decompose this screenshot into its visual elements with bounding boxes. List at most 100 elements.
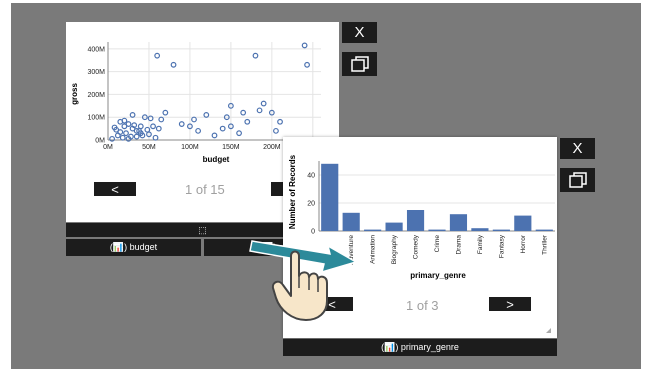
x-encoding-field[interactable]: (📊) primary_genre [283, 339, 557, 356]
x-encoding-label: (📊) primary_genre [381, 342, 459, 352]
x-tick-label: Crime [434, 235, 441, 253]
close-button[interactable]: X [342, 22, 377, 43]
x-tick-label: Horror [520, 234, 527, 253]
scatter-point [125, 135, 132, 142]
y-tick-label: 200M [87, 92, 105, 99]
scatter-point [244, 118, 251, 125]
scatter-point [125, 121, 132, 127]
x-tick-label: 200M [263, 144, 281, 151]
scatter-point [236, 130, 242, 137]
scatter-point [137, 123, 144, 130]
x-tick-label: 0M [103, 144, 113, 151]
scatter-point [187, 123, 193, 130]
scatter-point [191, 116, 197, 123]
scatter-point [268, 109, 275, 116]
scatter-point [170, 61, 177, 68]
next-page-button[interactable]: > [489, 297, 531, 312]
scatter-point [141, 114, 148, 121]
scatter-point [133, 127, 140, 134]
scatter-point [260, 100, 267, 107]
bar [428, 229, 446, 231]
scatter-point [147, 115, 154, 122]
duplicate-icon [350, 56, 369, 72]
x-tick-label: Family [477, 234, 484, 254]
x-tick-label: Comedy [413, 234, 420, 259]
scatter-point [154, 52, 161, 59]
bar [321, 163, 339, 231]
duplicate-button[interactable] [342, 52, 377, 76]
scatter-chart: 0M 50M 100M 150M 200M 0M 100M 200M 300M 400M budg… [70, 42, 321, 164]
x-tick-label: Drama [455, 235, 462, 255]
scatter-point [304, 61, 310, 68]
x-tick-label: 50M [142, 144, 156, 151]
scatter-point [121, 117, 128, 124]
scatter-point [223, 114, 230, 121]
pagination-label: 1 of 15 [185, 182, 225, 197]
x-tick-label: Fantasy [498, 234, 505, 258]
x-tick-label: Biography [391, 234, 398, 264]
scatter-point [158, 116, 165, 123]
scatter-point [152, 134, 159, 141]
scatter-point [195, 127, 202, 134]
x-axis-label: budget [203, 155, 230, 164]
x-encoding-label: (📊) budget [109, 242, 158, 252]
x-tick-label: 100M [181, 144, 199, 151]
scatter-point [139, 132, 146, 139]
prev-page-button[interactable]: < [94, 182, 136, 197]
scatter-point [273, 127, 279, 134]
scatter-point [277, 118, 283, 125]
resize-handle[interactable] [546, 328, 551, 333]
bar-chart: 0 20 40 Adventure Animation Biography Comedy C… [288, 154, 555, 333]
y-tick-label: 100M [87, 115, 105, 122]
scatter-point [109, 135, 115, 142]
scatter-point [150, 123, 156, 130]
scatter-point [133, 133, 140, 140]
scatter-point [123, 130, 129, 137]
bar [514, 215, 532, 231]
x-tick-label: 150M [222, 144, 240, 151]
close-button[interactable]: X [560, 138, 595, 159]
y-axis-label: gross [70, 83, 79, 105]
y-tick-label: 0 [311, 229, 315, 236]
hand-pointer-icon [271, 250, 328, 321]
scatter-point [111, 124, 118, 131]
scatter-point [117, 129, 124, 135]
duplicate-icon [568, 172, 587, 188]
y-axis-label: Number of Records [288, 154, 297, 229]
scatter-point [256, 107, 263, 114]
chart-type-bar[interactable]: ⬚ [66, 223, 339, 237]
bar [385, 222, 403, 231]
x-axis-label: primary_genre [410, 271, 466, 280]
y-tick-label: 300M [87, 69, 105, 76]
pagination-label: 1 of 3 [406, 298, 439, 313]
scatter-point [219, 125, 226, 132]
scatter-point [121, 123, 128, 130]
x-tick-label: Thriller [541, 234, 548, 255]
x-tick-label: Adventure [348, 235, 355, 265]
x-encoding-field[interactable]: (📊) budget [66, 239, 201, 256]
bar [406, 210, 425, 231]
x-tick-label: Animation [370, 235, 377, 264]
scatter-point [227, 123, 234, 130]
bar [449, 214, 468, 231]
y-tick-label: 40 [307, 173, 315, 180]
scatter-point [252, 52, 259, 59]
bar-chart-card[interactable]: 0 20 40 Adventure Animation Biography Comedy C… [283, 137, 557, 338]
y-tick-label: 0M [95, 138, 105, 145]
scatter-point [129, 112, 136, 118]
scatter-point [203, 112, 210, 118]
scatter-point [155, 125, 162, 132]
scatter-point [162, 109, 169, 116]
bar [342, 212, 360, 231]
y-tick-label: 20 [307, 201, 315, 208]
scatter-point [146, 131, 152, 138]
scatter-point [301, 42, 308, 49]
scatter-point [240, 109, 247, 116]
bar [535, 229, 553, 231]
bar [471, 228, 489, 231]
scatter-point [211, 132, 218, 139]
duplicate-button[interactable] [560, 168, 595, 192]
y-tick-label: 400M [87, 46, 105, 53]
next-page-button[interactable] [271, 182, 285, 196]
